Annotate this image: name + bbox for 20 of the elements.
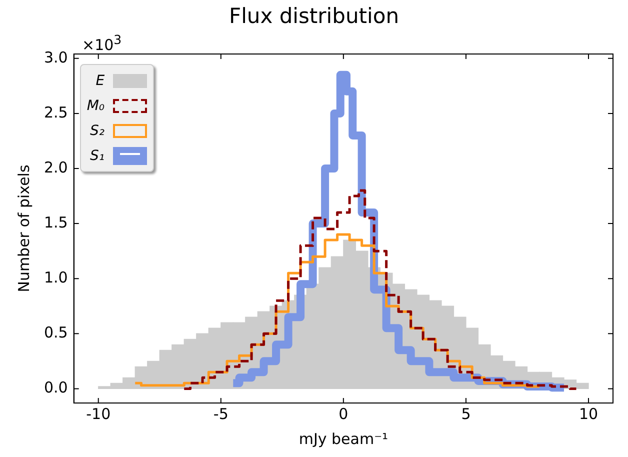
y-tick-label: 1.5 bbox=[44, 213, 68, 232]
y-tick-label: 2.5 bbox=[44, 103, 68, 122]
y-tick-label: 3.0 bbox=[44, 48, 68, 66]
y-tick-label: 0.0 bbox=[44, 378, 68, 397]
x-tick-label: -10 bbox=[86, 404, 111, 423]
x-tick-label: -5 bbox=[213, 404, 228, 423]
y-tick-label: 1.0 bbox=[44, 268, 68, 286]
y-tick-label: 2.0 bbox=[44, 158, 68, 176]
x-tick-label: 5 bbox=[461, 404, 471, 423]
legend-label: M₀ bbox=[86, 98, 105, 114]
y-tick-label: 0.5 bbox=[44, 324, 68, 342]
x-tick-label: 10 bbox=[578, 404, 598, 423]
legend-label: S₂ bbox=[90, 122, 105, 138]
chart-title: Flux distribution bbox=[228, 4, 400, 28]
y-axis-title: Number of pixels bbox=[14, 164, 33, 292]
x-tick-label: 0 bbox=[338, 404, 348, 423]
legend-label: E bbox=[96, 72, 105, 88]
x-axis-title: mJy beam⁻¹ bbox=[298, 430, 388, 448]
legend-label: S₁ bbox=[90, 148, 105, 164]
text: ×10$^{3}$ bbox=[82, 32, 122, 54]
